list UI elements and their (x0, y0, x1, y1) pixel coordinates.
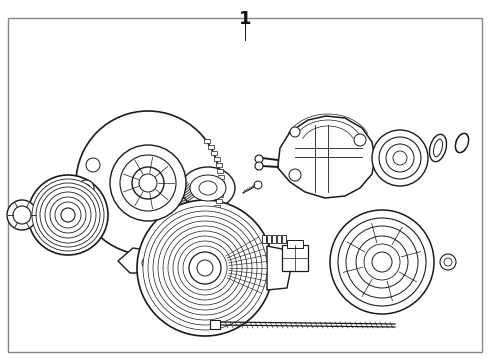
Circle shape (289, 169, 301, 181)
Circle shape (40, 187, 96, 243)
Circle shape (137, 200, 273, 336)
Bar (216, 163, 221, 167)
Ellipse shape (199, 181, 217, 195)
Circle shape (290, 127, 300, 137)
Circle shape (132, 167, 164, 199)
Circle shape (13, 206, 31, 224)
Ellipse shape (190, 175, 226, 201)
Bar (212, 211, 218, 215)
Circle shape (346, 226, 418, 298)
Polygon shape (278, 116, 375, 198)
Circle shape (379, 137, 421, 179)
Circle shape (139, 174, 157, 192)
Circle shape (153, 216, 257, 320)
Circle shape (36, 183, 100, 247)
Circle shape (189, 252, 221, 284)
Polygon shape (200, 206, 216, 213)
Circle shape (28, 175, 108, 255)
Bar (282, 235, 286, 243)
Circle shape (168, 231, 242, 305)
Bar (218, 187, 224, 191)
Circle shape (255, 155, 263, 163)
Circle shape (393, 151, 407, 165)
Circle shape (82, 184, 90, 192)
Circle shape (254, 181, 262, 189)
Circle shape (183, 246, 227, 290)
Circle shape (173, 236, 237, 300)
Circle shape (76, 111, 220, 255)
Bar (218, 175, 224, 179)
Bar (287, 240, 303, 248)
Bar (214, 205, 220, 209)
Bar (272, 235, 276, 243)
Bar (212, 151, 218, 155)
Circle shape (338, 218, 426, 306)
Circle shape (142, 257, 154, 269)
Bar (210, 320, 220, 329)
Circle shape (440, 254, 456, 270)
Circle shape (143, 206, 267, 330)
Circle shape (354, 134, 366, 146)
Ellipse shape (434, 139, 442, 157)
Bar (216, 199, 221, 203)
Bar (217, 169, 223, 173)
Circle shape (45, 192, 91, 238)
Bar (208, 145, 214, 149)
Circle shape (158, 221, 252, 315)
Bar (208, 217, 214, 221)
Circle shape (178, 241, 232, 295)
Circle shape (55, 202, 81, 228)
Circle shape (61, 208, 75, 222)
Circle shape (444, 258, 452, 266)
Circle shape (50, 197, 86, 233)
Bar (277, 235, 281, 243)
Bar (262, 235, 266, 243)
Text: 1: 1 (239, 10, 251, 28)
Circle shape (78, 180, 94, 196)
Circle shape (330, 210, 434, 314)
Bar (267, 235, 271, 243)
Ellipse shape (181, 167, 235, 209)
Bar (282, 245, 308, 271)
Bar (218, 181, 224, 185)
Bar (214, 157, 220, 161)
Circle shape (110, 145, 186, 221)
Circle shape (372, 130, 428, 186)
Polygon shape (118, 248, 166, 273)
Circle shape (163, 226, 247, 310)
Circle shape (148, 211, 262, 325)
Circle shape (255, 162, 263, 170)
Circle shape (372, 252, 392, 272)
Circle shape (7, 200, 37, 230)
Ellipse shape (455, 134, 468, 153)
Circle shape (32, 179, 104, 251)
Polygon shape (267, 246, 290, 290)
Circle shape (86, 158, 100, 172)
Circle shape (120, 155, 176, 211)
Bar (217, 193, 223, 197)
Bar (204, 139, 211, 143)
Ellipse shape (429, 134, 446, 162)
Circle shape (364, 244, 400, 280)
Circle shape (197, 260, 213, 276)
Circle shape (386, 144, 414, 172)
Circle shape (356, 236, 408, 288)
